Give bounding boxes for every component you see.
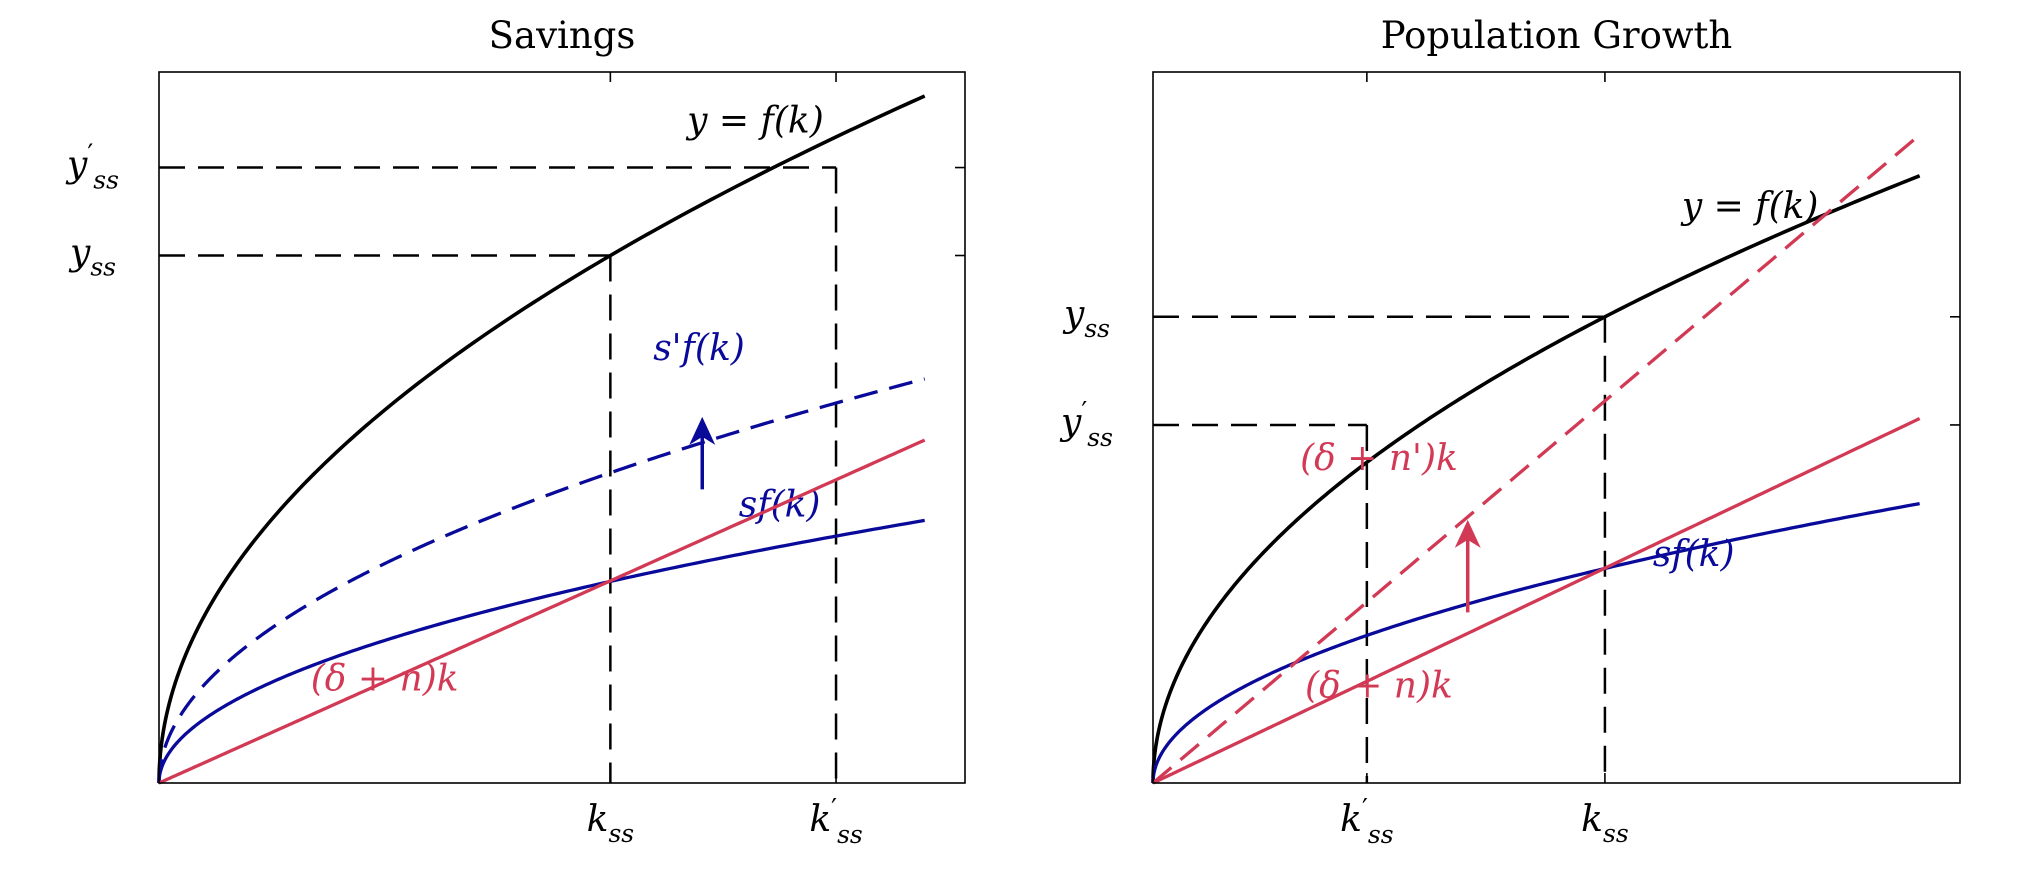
series-line-1: [157, 377, 926, 784]
shift-arrow-head: [689, 416, 716, 445]
series-label-2: (δ + n)k: [1305, 666, 1453, 707]
series-line-2: [157, 518, 925, 784]
series-label-3: (δ + n')k: [1300, 438, 1458, 479]
y-tick-label: yss: [68, 233, 116, 282]
axes-frame: [158, 71, 966, 784]
x-tick-label: k′ss: [809, 794, 862, 849]
y-tick-label: y′ss: [65, 140, 119, 195]
series-line-0: [1151, 174, 1921, 784]
series-line-2: [1151, 417, 1921, 785]
y-tick-label: y′ss: [1059, 397, 1113, 452]
series-label-1: sf(k): [1653, 534, 1735, 575]
y-tick-label: yss: [1062, 294, 1110, 343]
series-label-0: y = f(k): [1680, 186, 1819, 227]
series-line-3: [157, 438, 926, 785]
axes-frame: [1152, 71, 1961, 784]
chart-title: Population Growth: [1381, 14, 1733, 57]
series-label-1: s'f(k): [653, 328, 745, 369]
chart-title: Savings: [489, 14, 636, 57]
series-label-0: y = f(k): [685, 100, 824, 141]
series-label-3: (δ + n)k: [311, 659, 459, 700]
population-growth-chart: Population Growth y = f(k) sf(k) (δ + n)k (δ…: [1059, 14, 1961, 849]
series-line-3: [1151, 133, 1921, 785]
series-line-1: [1151, 501, 1920, 784]
shift-arrow-head: [1454, 519, 1481, 548]
x-tick-label: k′ss: [1340, 794, 1393, 849]
x-tick-label: kss: [1581, 799, 1629, 848]
series-line-0: [157, 94, 926, 784]
x-tick-label: kss: [587, 799, 635, 848]
